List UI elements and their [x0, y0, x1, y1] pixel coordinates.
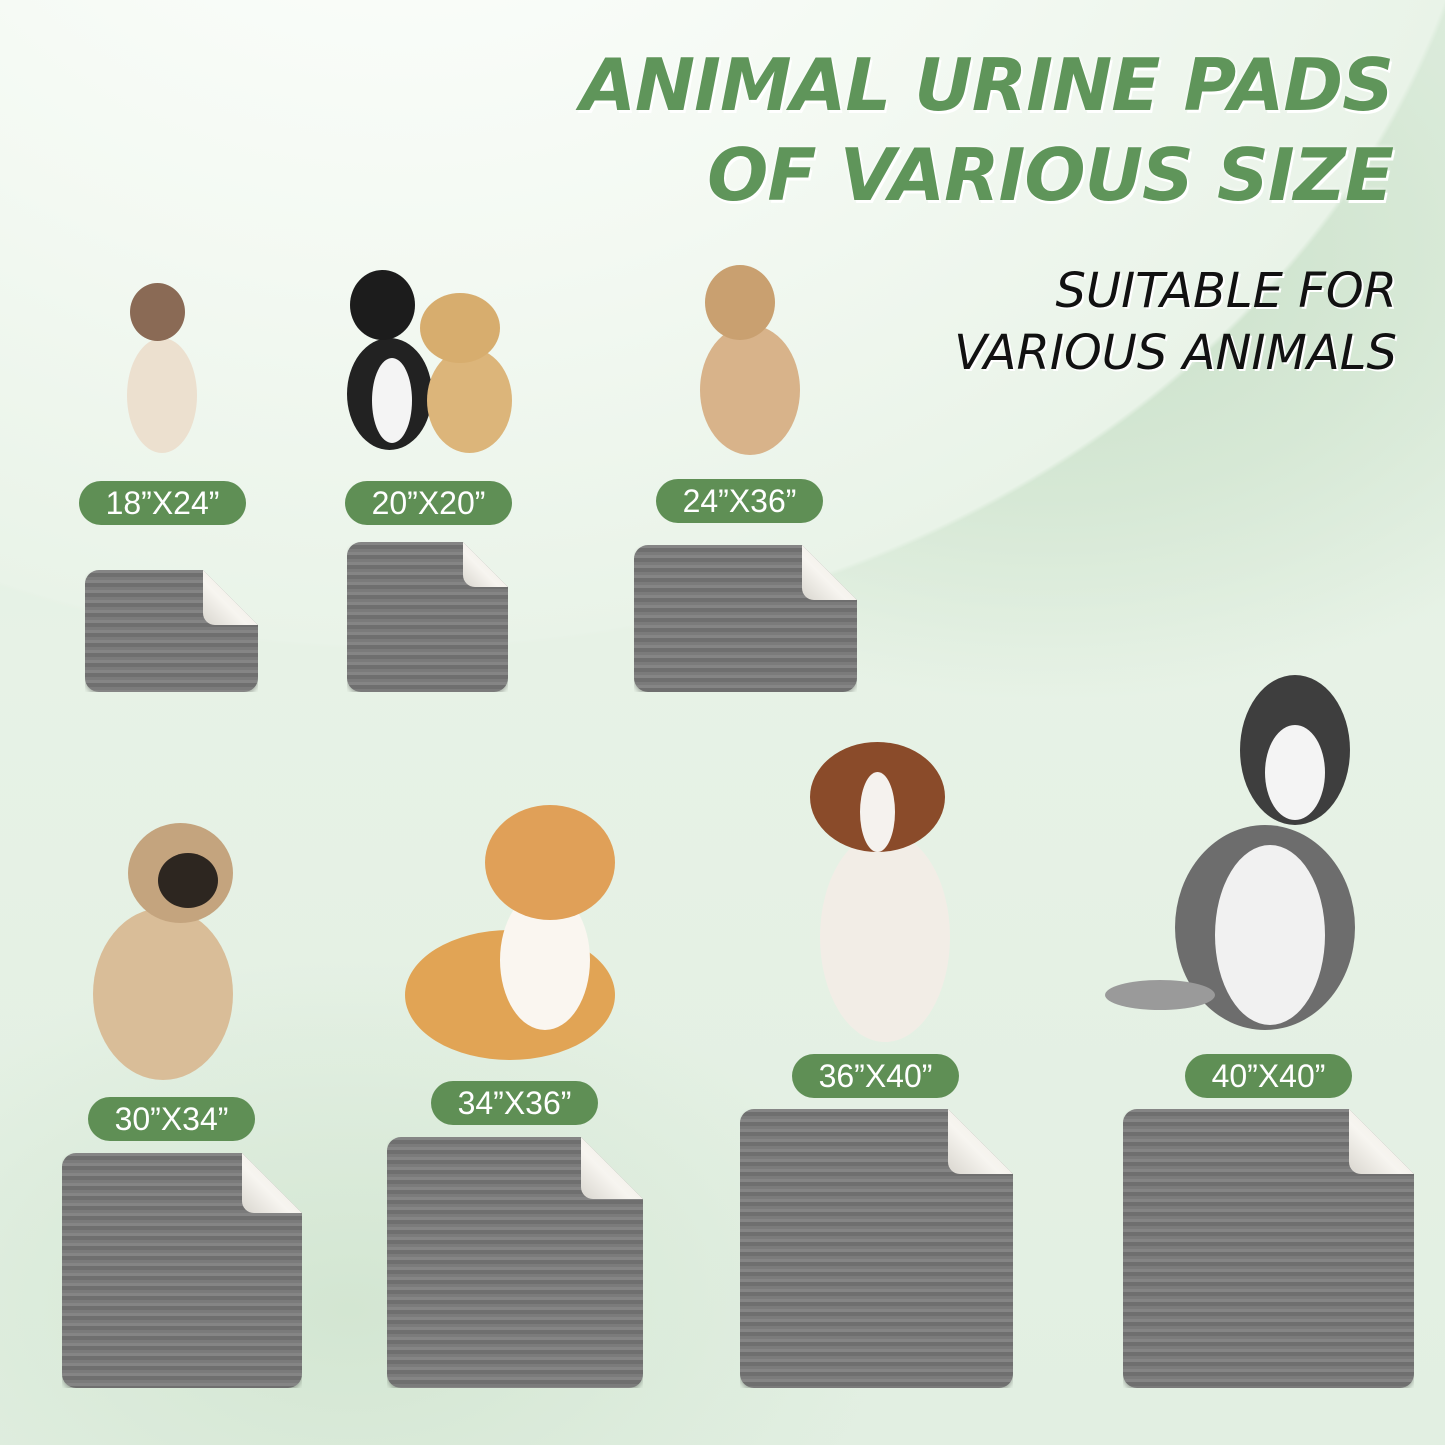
pad-34x36 — [387, 1137, 643, 1388]
husky-image — [1105, 675, 1370, 1035]
pad-folded-corner — [1349, 1109, 1414, 1174]
pad-24x36 — [634, 545, 857, 692]
pad-folded-corner — [802, 545, 857, 600]
size-label-40x40: 40”X40” — [1185, 1054, 1352, 1098]
siamese-cat-image — [112, 278, 207, 458]
corgi-image — [405, 790, 625, 1065]
pad-40x40 — [1123, 1109, 1414, 1388]
pad-folded-corner — [242, 1153, 302, 1213]
subheadline-line-2: VARIOUS ANIMALS — [954, 325, 1397, 381]
size-label-20x20: 20”X20” — [345, 481, 512, 525]
size-label-18x24: 18”X24” — [79, 481, 246, 525]
pad-18x24 — [85, 570, 258, 692]
cat-and-puppy-image — [342, 268, 517, 453]
pad-folded-corner — [581, 1137, 643, 1199]
headline-line-1: ANIMAL URINE PADS — [580, 43, 1394, 127]
size-label-36x40: 36”X40” — [792, 1054, 959, 1098]
subheadline-line-1: SUITABLE FOR — [1055, 263, 1397, 319]
subheadline: SUITABLE FOR VARIOUS ANIMALS — [954, 260, 1397, 384]
pug-image — [88, 818, 248, 1083]
pad-folded-corner — [463, 542, 508, 587]
size-label-24x36: 24”X36” — [656, 479, 823, 523]
pad-folded-corner — [203, 570, 258, 625]
pad-36x40 — [740, 1109, 1013, 1388]
size-label-30x34: 30”X34” — [88, 1097, 255, 1141]
pad-ribbed-surface — [85, 570, 258, 692]
headline: ANIMAL URINE PADS OF VARIOUS SIZE — [580, 40, 1394, 220]
australian-shepherd-image — [805, 742, 960, 1044]
pad-ribbed-surface — [740, 1109, 1013, 1388]
pad-folded-corner — [948, 1109, 1013, 1174]
pad-20x20 — [347, 542, 508, 692]
headline-line-2: OF VARIOUS SIZE — [707, 133, 1394, 217]
size-label-34x36: 34”X36” — [431, 1081, 598, 1125]
tan-dog-image — [690, 265, 820, 457]
pad-30x34 — [62, 1153, 302, 1388]
